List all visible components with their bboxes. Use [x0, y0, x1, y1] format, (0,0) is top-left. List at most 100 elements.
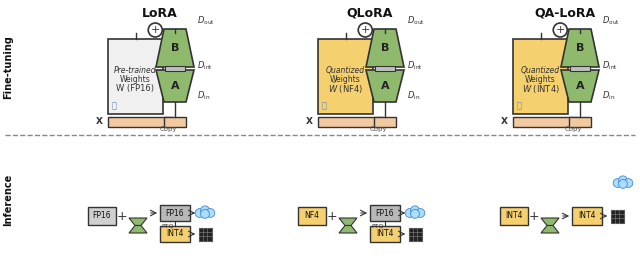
Polygon shape — [561, 70, 599, 102]
Text: +: + — [116, 210, 127, 223]
FancyBboxPatch shape — [570, 66, 590, 71]
Text: $D_\mathrm{out}$: $D_\mathrm{out}$ — [407, 15, 425, 27]
Text: X: X — [96, 117, 103, 126]
Text: QA-LoRA: QA-LoRA — [534, 7, 596, 20]
Text: 🔒: 🔒 — [321, 101, 326, 111]
Polygon shape — [129, 226, 147, 233]
Text: INT4: INT4 — [376, 229, 394, 239]
FancyBboxPatch shape — [513, 117, 578, 127]
FancyBboxPatch shape — [572, 207, 602, 225]
Text: Weights: Weights — [330, 75, 361, 84]
Polygon shape — [366, 70, 404, 102]
Text: INT4: INT4 — [166, 229, 184, 239]
Text: INT4: INT4 — [579, 211, 596, 220]
FancyBboxPatch shape — [375, 66, 395, 71]
FancyBboxPatch shape — [318, 39, 373, 114]
Text: B: B — [381, 43, 389, 53]
Polygon shape — [339, 226, 357, 233]
Text: NF4: NF4 — [305, 211, 319, 220]
Text: B: B — [576, 43, 584, 53]
Polygon shape — [366, 29, 404, 67]
Text: $\hat{W}$ (INT4): $\hat{W}$ (INT4) — [522, 81, 559, 96]
Text: Inference: Inference — [3, 174, 13, 226]
Circle shape — [411, 210, 419, 218]
Polygon shape — [541, 218, 559, 226]
Text: +: + — [556, 25, 565, 35]
Text: Copy: Copy — [160, 126, 177, 132]
FancyBboxPatch shape — [160, 226, 190, 242]
FancyBboxPatch shape — [108, 117, 173, 127]
Text: FP16: FP16 — [166, 209, 184, 218]
FancyBboxPatch shape — [370, 205, 400, 221]
Text: Weights: Weights — [525, 75, 556, 84]
Text: $\hat{W}$ (NF4): $\hat{W}$ (NF4) — [328, 81, 363, 96]
Text: PTQ: PTQ — [162, 223, 174, 228]
FancyBboxPatch shape — [108, 39, 163, 114]
FancyBboxPatch shape — [165, 66, 185, 71]
Text: A: A — [576, 81, 584, 91]
Text: Quantized: Quantized — [326, 66, 365, 75]
Text: Copy: Copy — [370, 126, 387, 132]
Polygon shape — [156, 29, 194, 67]
Circle shape — [200, 210, 209, 218]
Circle shape — [619, 179, 627, 188]
Text: X: X — [501, 117, 508, 126]
Text: $D_\mathrm{out}$: $D_\mathrm{out}$ — [197, 15, 215, 27]
Polygon shape — [561, 29, 599, 67]
Text: Weights: Weights — [120, 75, 151, 84]
FancyBboxPatch shape — [513, 39, 568, 114]
Text: W (FP16): W (FP16) — [116, 84, 154, 93]
FancyBboxPatch shape — [318, 117, 383, 127]
Text: 🔒: 🔒 — [516, 101, 522, 111]
Circle shape — [405, 209, 414, 217]
Circle shape — [200, 206, 209, 215]
Polygon shape — [339, 218, 357, 226]
Circle shape — [613, 179, 622, 187]
Text: FP16: FP16 — [376, 209, 394, 218]
Text: Copy: Copy — [564, 126, 582, 132]
Circle shape — [411, 206, 419, 215]
Text: A: A — [381, 81, 389, 91]
FancyBboxPatch shape — [611, 210, 623, 223]
Circle shape — [416, 209, 425, 217]
Text: +: + — [326, 210, 337, 223]
Polygon shape — [129, 218, 147, 226]
Text: B: B — [171, 43, 179, 53]
FancyBboxPatch shape — [164, 117, 186, 127]
Circle shape — [619, 176, 627, 185]
Text: X: X — [306, 117, 313, 126]
Text: LoRA: LoRA — [142, 7, 178, 20]
FancyBboxPatch shape — [370, 226, 400, 242]
Text: Quantized: Quantized — [521, 66, 560, 75]
Circle shape — [195, 209, 204, 217]
Circle shape — [206, 209, 215, 217]
Text: $D_\mathrm{in}$: $D_\mathrm{in}$ — [197, 90, 211, 102]
FancyBboxPatch shape — [374, 117, 396, 127]
Polygon shape — [156, 70, 194, 102]
Text: 🔒: 🔒 — [111, 101, 116, 111]
Text: $D_\mathrm{int}$: $D_\mathrm{int}$ — [407, 60, 423, 72]
FancyBboxPatch shape — [408, 227, 422, 241]
FancyBboxPatch shape — [500, 207, 528, 225]
Text: $D_\mathrm{int}$: $D_\mathrm{int}$ — [602, 60, 618, 72]
Text: QLoRA: QLoRA — [347, 7, 393, 20]
FancyBboxPatch shape — [198, 227, 211, 241]
Text: $D_\mathrm{in}$: $D_\mathrm{in}$ — [602, 90, 615, 102]
Text: +: + — [360, 25, 370, 35]
Text: A: A — [171, 81, 179, 91]
Text: FP16: FP16 — [93, 211, 111, 220]
Text: $D_\mathrm{int}$: $D_\mathrm{int}$ — [197, 60, 213, 72]
FancyBboxPatch shape — [298, 207, 326, 225]
Text: +: + — [529, 210, 540, 223]
Text: PTQ: PTQ — [372, 223, 384, 228]
Polygon shape — [541, 226, 559, 233]
Text: Fine-tuning: Fine-tuning — [3, 36, 13, 99]
Text: $D_\mathrm{in}$: $D_\mathrm{in}$ — [407, 90, 420, 102]
FancyBboxPatch shape — [160, 205, 190, 221]
FancyBboxPatch shape — [569, 117, 591, 127]
Text: +: + — [150, 25, 160, 35]
Text: INT4: INT4 — [505, 211, 523, 220]
Circle shape — [624, 179, 633, 187]
FancyBboxPatch shape — [88, 207, 116, 225]
Text: $D_\mathrm{out}$: $D_\mathrm{out}$ — [602, 15, 620, 27]
